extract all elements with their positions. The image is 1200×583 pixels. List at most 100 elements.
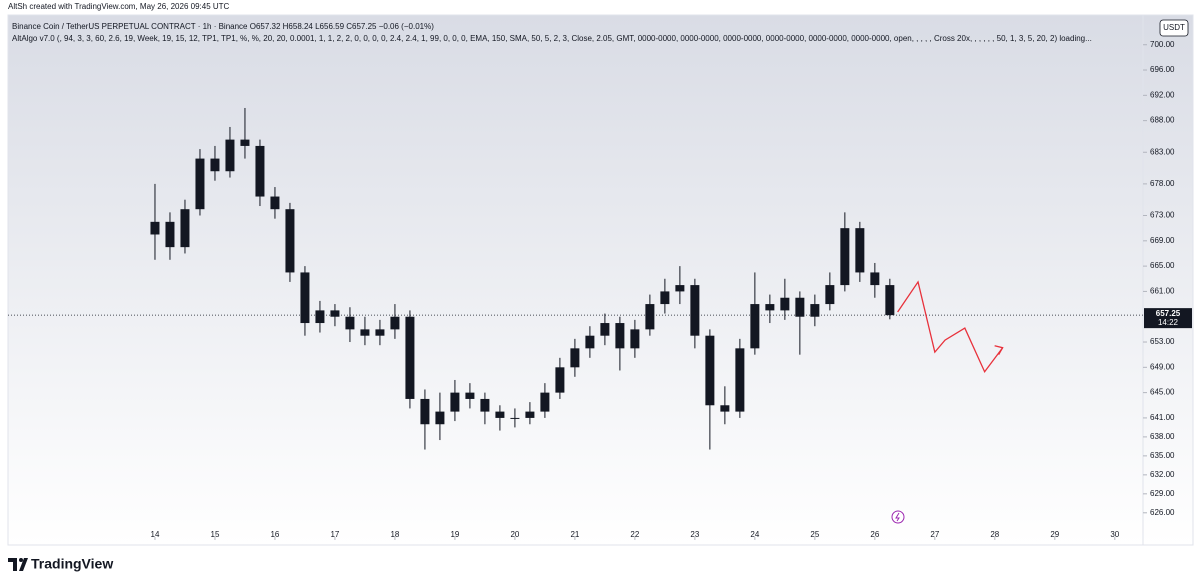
x-tick-label: 15 <box>211 530 220 539</box>
y-tick-label: 669.00 <box>1150 236 1175 245</box>
candle-body <box>795 297 805 317</box>
y-tick-label: 653.00 <box>1150 337 1175 346</box>
currency-box[interactable] <box>1159 19 1189 37</box>
candle-body <box>420 398 430 425</box>
candle-body <box>660 291 670 305</box>
candle-body <box>765 304 775 311</box>
x-tick-label: 28 <box>990 530 999 539</box>
candle-body <box>540 392 550 412</box>
y-tick-label: 638.00 <box>1150 432 1175 441</box>
candle-body <box>840 228 850 286</box>
candle-body <box>690 285 700 336</box>
candle-body <box>780 297 790 311</box>
x-tick-label: 18 <box>390 530 399 539</box>
x-tick-label: 22 <box>630 530 639 539</box>
candle-body <box>195 158 205 210</box>
candle-body <box>735 348 745 412</box>
candle-body <box>225 139 235 172</box>
candle-body <box>600 323 610 336</box>
y-tick-label: 692.00 <box>1150 90 1175 99</box>
x-tick-label: 30 <box>1110 530 1119 539</box>
candle-body <box>300 272 310 324</box>
candle-body <box>750 304 760 349</box>
x-tick-label: 24 <box>750 530 759 539</box>
candle-body <box>525 411 535 418</box>
candle-body <box>615 323 625 349</box>
y-tick-label: 632.00 <box>1150 470 1175 479</box>
y-tick-label: 700.00 <box>1150 40 1175 49</box>
y-tick-label: 635.00 <box>1150 451 1175 460</box>
candle-body <box>360 329 370 336</box>
candle-body <box>675 285 685 292</box>
candle-body <box>855 228 865 273</box>
candle-body <box>330 310 340 317</box>
y-tick-label: 696.00 <box>1150 65 1175 74</box>
currency: USDT <box>1163 23 1185 32</box>
last-price-box <box>1144 308 1192 329</box>
x-tick-label: 23 <box>690 530 699 539</box>
last-price-label: 657.25 <box>1156 309 1181 318</box>
candle-body <box>390 316 400 330</box>
x-tick-label: 27 <box>930 530 939 539</box>
candle-body <box>705 335 715 406</box>
candle-body <box>585 335 595 349</box>
forecast-line <box>897 280 1004 374</box>
candle-body <box>210 158 220 172</box>
candle-body <box>465 392 475 399</box>
x-tick-label: 14 <box>151 530 160 539</box>
candle-body <box>405 316 415 399</box>
chart-title: Binance Coin / TetherUS PERPETUAL CONTRA… <box>12 22 434 31</box>
y-tick-label: 626.00 <box>1150 508 1175 517</box>
x-tick-label: 29 <box>1050 530 1059 539</box>
x-tick-label: 19 <box>450 530 459 539</box>
candle-body <box>645 304 655 330</box>
candle-body <box>510 417 520 419</box>
x-tick-label: 20 <box>510 530 519 539</box>
candle-body <box>180 209 190 248</box>
x-tick-label: 16 <box>270 530 279 539</box>
event-icon[interactable] <box>891 510 905 524</box>
candle-body <box>450 392 460 412</box>
countdown: 14:22 <box>1158 318 1179 327</box>
candle-body <box>630 329 640 349</box>
plot-area <box>7 14 1194 546</box>
y-tick-label: 629.00 <box>1150 489 1175 498</box>
candle-body <box>720 405 730 412</box>
y-tick-label: 688.00 <box>1150 116 1175 125</box>
x-tick-label: 25 <box>810 530 819 539</box>
y-tick-label: 645.00 <box>1150 388 1175 397</box>
forecast-arrowhead <box>994 345 1004 356</box>
logo: TradingView <box>8 556 113 572</box>
candle-body <box>315 310 325 324</box>
y-tick-label: 683.00 <box>1150 147 1175 156</box>
candle-body <box>435 411 445 425</box>
candle-body <box>375 329 385 336</box>
indicator-line: AltAlgo v7.0 (, 94, 3, 3, 60, 2.6, 19, W… <box>12 34 1092 43</box>
candle-body <box>240 139 250 146</box>
candle-body <box>480 398 490 412</box>
x-tick-label: 21 <box>570 530 579 539</box>
candle-body <box>810 304 820 317</box>
y-tick-label: 661.00 <box>1150 287 1175 296</box>
candle-body <box>495 411 505 418</box>
y-tick-label: 665.00 <box>1150 261 1175 270</box>
header: AltSh created with TradingView.com, May … <box>8 2 230 11</box>
candle-body <box>150 221 160 235</box>
candle-body <box>870 272 880 286</box>
candle-body <box>885 285 895 316</box>
candle-body <box>825 285 835 305</box>
candle-body <box>285 209 295 273</box>
candle-body <box>270 196 280 210</box>
y-tick-label: 649.00 <box>1150 362 1175 371</box>
candle-body <box>345 316 355 330</box>
logo-text: TradingView <box>31 556 113 572</box>
candle-body <box>165 221 175 248</box>
y-tick-label: 641.00 <box>1150 413 1175 422</box>
y-tick-label: 678.00 <box>1150 179 1175 188</box>
candle-body <box>555 367 565 393</box>
y-tick-label: 673.00 <box>1150 211 1175 220</box>
x-tick-label: 17 <box>330 530 339 539</box>
candle-body <box>255 145 265 197</box>
